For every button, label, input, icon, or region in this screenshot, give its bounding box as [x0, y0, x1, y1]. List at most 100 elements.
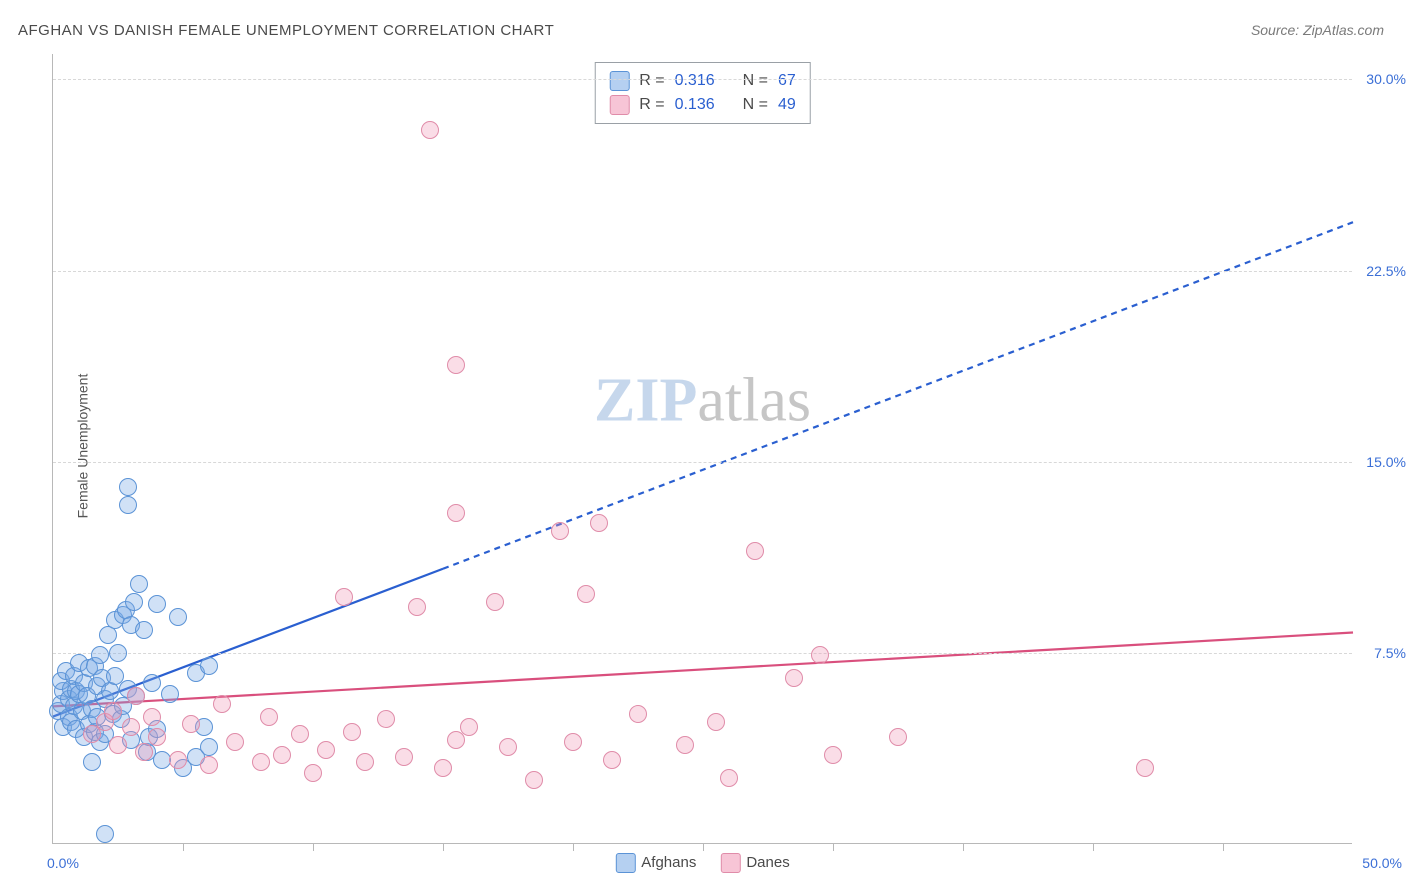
- trend-lines: [53, 54, 1353, 844]
- scatter-point: [143, 674, 161, 692]
- scatter-point: [603, 751, 621, 769]
- chart-title: AFGHAN VS DANISH FEMALE UNEMPLOYMENT COR…: [18, 22, 554, 39]
- y-tick-label: 7.5%: [1374, 645, 1406, 661]
- gridline: [53, 653, 1352, 654]
- x-tick: [1223, 843, 1224, 851]
- scatter-point: [499, 738, 517, 756]
- scatter-point: [356, 753, 374, 771]
- r-label: R =: [639, 72, 664, 90]
- scatter-point: [96, 825, 114, 843]
- scatter-point: [408, 598, 426, 616]
- scatter-point: [135, 621, 153, 639]
- y-tick-label: 30.0%: [1366, 71, 1406, 87]
- scatter-point: [91, 646, 109, 664]
- scatter-point: [260, 708, 278, 726]
- scatter-point: [889, 728, 907, 746]
- n-label: N =: [743, 72, 768, 90]
- x-tick: [1093, 843, 1094, 851]
- n-label: N =: [743, 96, 768, 114]
- legend-swatch-afghans: [615, 853, 635, 873]
- n-value-danes: 49: [778, 96, 796, 114]
- scatter-point: [335, 588, 353, 606]
- scatter-point: [182, 715, 200, 733]
- scatter-point: [273, 746, 291, 764]
- scatter-point: [811, 646, 829, 664]
- scatter-point: [577, 585, 595, 603]
- scatter-point: [447, 504, 465, 522]
- scatter-point: [200, 756, 218, 774]
- scatter-point: [148, 595, 166, 613]
- scatter-point: [143, 708, 161, 726]
- scatter-point: [551, 522, 569, 540]
- scatter-point: [343, 723, 361, 741]
- scatter-point: [169, 751, 187, 769]
- scatter-point: [304, 764, 322, 782]
- scatter-point: [169, 608, 187, 626]
- correlation-stats-box: R = 0.316 N = 67 R = 0.136 N = 49: [594, 62, 811, 124]
- x-tick: [573, 843, 574, 851]
- scatter-point: [200, 738, 218, 756]
- x-axis-legend: Afghans Danes: [615, 853, 789, 873]
- scatter-point: [525, 771, 543, 789]
- scatter-point: [676, 736, 694, 754]
- watermark: ZIPatlas: [594, 366, 811, 437]
- scatter-point: [127, 687, 145, 705]
- scatter-point: [447, 356, 465, 374]
- scatter-point: [377, 710, 395, 728]
- scatter-point: [421, 121, 439, 139]
- n-value-afghans: 67: [778, 72, 796, 90]
- y-tick-label: 15.0%: [1366, 454, 1406, 470]
- legend-item-afghans: Afghans: [615, 853, 696, 873]
- scatter-point: [83, 753, 101, 771]
- scatter-point: [119, 478, 137, 496]
- scatter-point: [130, 575, 148, 593]
- scatter-point: [746, 542, 764, 560]
- stats-swatch-afghans: [609, 71, 629, 91]
- scatter-point: [707, 713, 725, 731]
- legend-label-danes: Danes: [746, 854, 789, 871]
- scatter-point: [148, 728, 166, 746]
- x-tick: [443, 843, 444, 851]
- stats-row-danes: R = 0.136 N = 49: [609, 93, 796, 117]
- scatter-point: [122, 718, 140, 736]
- scatter-point: [109, 736, 127, 754]
- scatter-point: [434, 759, 452, 777]
- x-tick: [963, 843, 964, 851]
- stats-row-afghans: R = 0.316 N = 67: [609, 69, 796, 93]
- r-value-danes: 0.136: [675, 96, 715, 114]
- scatter-point: [161, 685, 179, 703]
- y-tick-label: 22.5%: [1366, 263, 1406, 279]
- x-tick: [313, 843, 314, 851]
- scatter-point: [213, 695, 231, 713]
- scatter-point: [119, 496, 137, 514]
- scatter-point: [395, 748, 413, 766]
- scatter-point: [629, 705, 647, 723]
- scatter-point: [291, 725, 309, 743]
- scatter-plot-area: ZIPatlas R = 0.316 N = 67 R = 0.136 N = …: [52, 54, 1352, 844]
- scatter-point: [317, 741, 335, 759]
- scatter-point: [125, 593, 143, 611]
- stats-swatch-danes: [609, 95, 629, 115]
- gridline: [53, 462, 1352, 463]
- scatter-point: [824, 746, 842, 764]
- x-tick: [833, 843, 834, 851]
- scatter-point: [564, 733, 582, 751]
- x-tick: [183, 843, 184, 851]
- watermark-zip: ZIP: [594, 367, 697, 435]
- scatter-point: [1136, 759, 1154, 777]
- scatter-point: [720, 769, 738, 787]
- scatter-point: [252, 753, 270, 771]
- scatter-point: [486, 593, 504, 611]
- x-axis-label-max: 50.0%: [1362, 855, 1402, 871]
- legend-item-danes: Danes: [720, 853, 789, 873]
- gridline: [53, 79, 1352, 80]
- source-attribution: Source: ZipAtlas.com: [1251, 22, 1384, 38]
- scatter-point: [785, 669, 803, 687]
- scatter-point: [200, 657, 218, 675]
- scatter-point: [460, 718, 478, 736]
- scatter-point: [226, 733, 244, 751]
- x-axis-label-min: 0.0%: [47, 855, 79, 871]
- scatter-point: [109, 644, 127, 662]
- gridline: [53, 271, 1352, 272]
- x-tick: [703, 843, 704, 851]
